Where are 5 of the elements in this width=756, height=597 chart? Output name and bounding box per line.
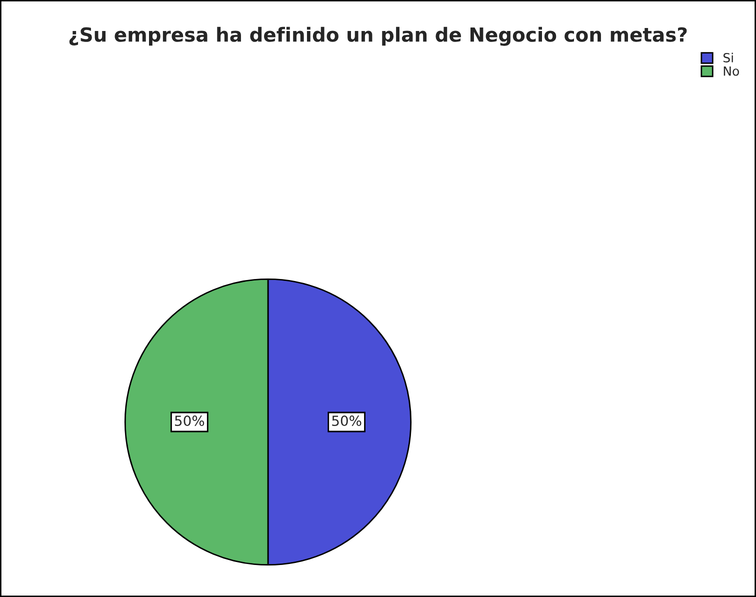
chart-title: ¿Su empresa ha definido un plan de Negocio con metas? [69, 26, 687, 46]
data-label: 50% [175, 416, 204, 426]
legend-label: No [724, 66, 739, 76]
legend-label: Si [723, 52, 733, 62]
data-label: 50% [332, 416, 362, 426]
